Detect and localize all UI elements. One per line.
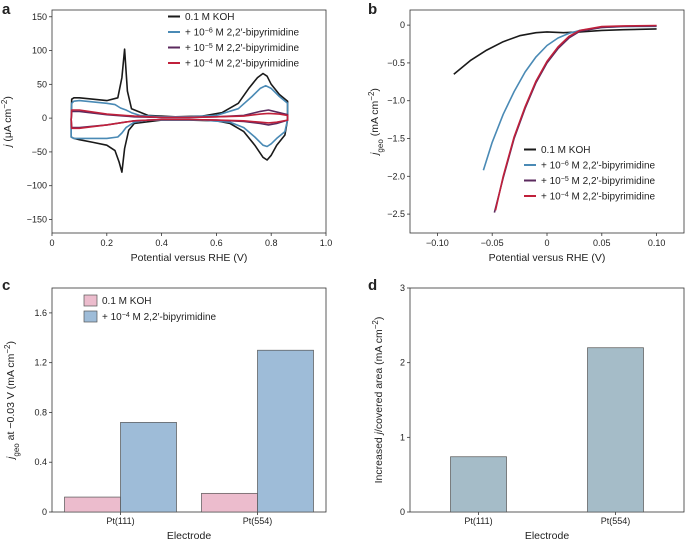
legend-label-a-0: 0.1 M KOH bbox=[185, 12, 234, 23]
y-tick-label-b-3: −1.5 bbox=[387, 134, 405, 144]
y-tick-label-b-5: −2.5 bbox=[387, 209, 405, 219]
y-tick-label-a-1: −100 bbox=[27, 181, 47, 191]
x-tick-label-b-4: 0.10 bbox=[648, 238, 666, 248]
y-tick-label-c-2: 0.8 bbox=[34, 407, 47, 417]
y-tick-label-b-4: −2.0 bbox=[387, 171, 405, 181]
category-label-c-0: Pt(111) bbox=[106, 516, 134, 526]
bar-d-0-0 bbox=[450, 456, 507, 513]
y-tick-label-a-0: −150 bbox=[27, 214, 47, 224]
x-axis-label-a: Potential versus RHE (V) bbox=[131, 252, 248, 264]
x-tick-label-b-0: −0.10 bbox=[426, 238, 449, 248]
y-tick-label-a-6: 150 bbox=[32, 12, 47, 22]
category-label-c-1: Pt(554) bbox=[243, 516, 273, 526]
x-tick-label-b-1: −0.05 bbox=[481, 238, 504, 248]
y-tick-label-d-1: 1 bbox=[400, 432, 405, 442]
series-line-a-1 bbox=[70, 84, 289, 148]
bar-c-0-1 bbox=[120, 422, 177, 513]
category-label-d-0: Pt(111) bbox=[464, 516, 492, 526]
bar-c-0-0 bbox=[64, 496, 121, 513]
legend-swatch-c-1 bbox=[83, 310, 98, 323]
y-tick-label-b-2: −1.0 bbox=[387, 96, 405, 106]
y-axis-label-b: jgeo (mA cm−2) bbox=[367, 88, 385, 157]
legend-label-b-1: + 10−6 M 2,2′-bipyrimidine bbox=[541, 160, 656, 172]
x-tick-label-a-3: 0.6 bbox=[210, 238, 223, 248]
legend-label-a-3: + 10−4 M 2,2′-bipyrimidine bbox=[185, 58, 300, 70]
y-tick-label-d-3: 3 bbox=[400, 283, 405, 293]
y-tick-label-c-3: 1.2 bbox=[34, 358, 47, 368]
chart-c-jgeo-bars: 0 0.4 0.8 1.2 1.6 Pt(111) Pt(554) Electrode jgeo… bbox=[3, 287, 327, 542]
legend-label-c-1: + 10−4 M 2,2′-bipyrimidine bbox=[102, 312, 217, 324]
y-axis-label-a: j (μA cm−2) bbox=[0, 96, 14, 149]
legend-label-a-1: + 10−6 M 2,2′-bipyrimidine bbox=[185, 27, 300, 39]
x-tick-label-a-1: 0.2 bbox=[101, 238, 114, 248]
chart-a-cyclic-voltammetry: 0 0.2 0.4 0.6 0.8 1.0 −150 −100 −50 0 50 100 150 Pote… bbox=[0, 9, 333, 264]
x-axis-label-c: Electrode bbox=[167, 530, 212, 542]
y-axis-label-c: jgeo at −0.03 V (mA cm−2) bbox=[3, 341, 21, 461]
bar-d-1-0 bbox=[587, 347, 644, 513]
series-line-b-0 bbox=[453, 28, 657, 75]
x-axis-label-d: Electrode bbox=[525, 530, 570, 542]
legend-swatch-c-0 bbox=[83, 294, 98, 307]
y-tick-label-d-0: 0 bbox=[400, 507, 405, 517]
category-label-d-1: Pt(554) bbox=[601, 516, 631, 526]
x-tick-label-b-2: 0 bbox=[544, 238, 549, 248]
x-tick-label-a-5: 1.0 bbox=[320, 238, 333, 248]
y-tick-label-b-0: 0 bbox=[400, 20, 405, 30]
legend-label-b-2: + 10−5 M 2,2′-bipyrimidine bbox=[541, 176, 656, 188]
y-tick-label-a-3: 0 bbox=[42, 113, 47, 123]
x-tick-label-b-3: 0.05 bbox=[593, 238, 611, 248]
chart-b-polarization-curves: −0.10 −0.05 0 0.05 0.10 0 −0.5 −1.0 −1.5 −2.0 −2.5… bbox=[367, 9, 685, 264]
bar-c-1-1 bbox=[257, 349, 314, 513]
y-tick-label-a-2: −50 bbox=[32, 147, 47, 157]
panel-label-a: a bbox=[2, 1, 11, 18]
y-tick-label-c-0: 0 bbox=[42, 507, 47, 517]
y-tick-label-a-4: 50 bbox=[37, 79, 47, 89]
x-tick-label-a-4: 0.8 bbox=[265, 238, 278, 248]
panel-label-c: c bbox=[2, 277, 10, 294]
y-axis-label-d: Increased j/covered area (mA cm−2) bbox=[371, 317, 386, 484]
series-line-a-3 bbox=[70, 109, 289, 130]
y-tick-label-a-5: 100 bbox=[32, 46, 47, 56]
legend-label-c-0: 0.1 M KOH bbox=[102, 296, 151, 307]
plot-frame-a bbox=[51, 9, 327, 234]
plot-frame-c bbox=[51, 287, 327, 513]
legend-label-b-0: 0.1 M KOH bbox=[541, 145, 590, 156]
plot-frame-d bbox=[409, 287, 685, 513]
panel-label-d: d bbox=[368, 277, 377, 294]
x-tick-label-a-0: 0 bbox=[49, 238, 54, 248]
legend-label-b-3: + 10−4 M 2,2′-bipyrimidine bbox=[541, 191, 656, 203]
y-tick-label-c-4: 1.6 bbox=[34, 308, 47, 318]
y-tick-label-c-1: 0.4 bbox=[34, 457, 47, 467]
x-tick-label-a-2: 0.4 bbox=[155, 238, 168, 248]
x-axis-label-b: Potential versus RHE (V) bbox=[489, 252, 606, 264]
bar-c-1-0 bbox=[201, 492, 258, 513]
y-tick-label-d-2: 2 bbox=[400, 358, 405, 368]
legend-label-a-2: + 10−5 M 2,2′-bipyrimidine bbox=[185, 43, 300, 55]
series-line-b-3 bbox=[494, 24, 657, 211]
y-tick-label-b-1: −0.5 bbox=[387, 58, 405, 68]
chart-d-increased-j-bars: 0 1 2 3 Pt(111) Pt(554) Electrode Increased j/c… bbox=[371, 283, 685, 542]
panel-label-b: b bbox=[368, 1, 377, 18]
